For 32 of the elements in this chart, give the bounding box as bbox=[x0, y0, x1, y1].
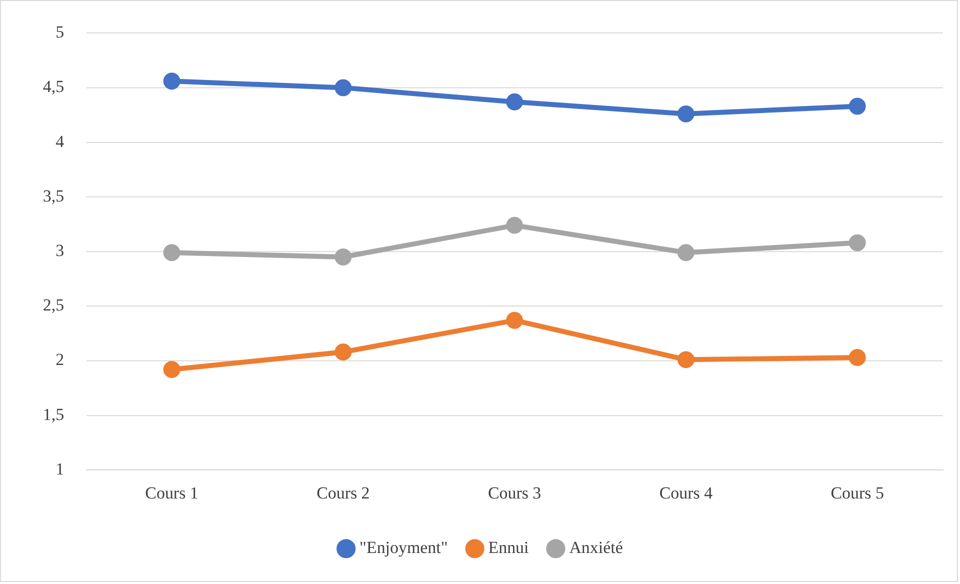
point bbox=[848, 98, 866, 115]
point bbox=[163, 72, 180, 90]
y-tick-label: 2 bbox=[56, 350, 64, 370]
point bbox=[677, 105, 694, 122]
point bbox=[677, 351, 694, 368]
point bbox=[334, 344, 352, 360]
point bbox=[163, 361, 180, 378]
legend-label: "Enjoyment" bbox=[360, 538, 448, 558]
x-tick-label: Cours 1 bbox=[145, 484, 198, 503]
point bbox=[334, 79, 352, 96]
x-tick-label: Cours 3 bbox=[488, 484, 542, 503]
point bbox=[848, 234, 866, 252]
legend-label: Ennui bbox=[488, 538, 530, 558]
y-tick-label: 1 bbox=[56, 459, 64, 478]
y-tick-label: 5 bbox=[56, 22, 64, 42]
legend-label: Anxiété bbox=[569, 538, 623, 558]
y-tick-label: 3,5 bbox=[42, 186, 64, 206]
point bbox=[506, 216, 524, 234]
x-tick-label: Cours 4 bbox=[659, 484, 714, 503]
y-tick-label: 4,5 bbox=[42, 77, 64, 96]
point bbox=[506, 312, 524, 329]
y-tick-label: 1,5 bbox=[42, 404, 64, 424]
point bbox=[163, 244, 180, 262]
point bbox=[677, 244, 694, 262]
y-tick-label: 2,5 bbox=[42, 296, 64, 315]
x-tick-label: Cours 5 bbox=[830, 484, 884, 503]
point bbox=[506, 93, 524, 110]
y-tick-label: 3 bbox=[56, 241, 64, 260]
y-tick-label: 4 bbox=[56, 132, 65, 151]
point bbox=[848, 349, 866, 366]
point bbox=[334, 248, 352, 266]
x-tick-label: Cours 2 bbox=[316, 484, 370, 503]
